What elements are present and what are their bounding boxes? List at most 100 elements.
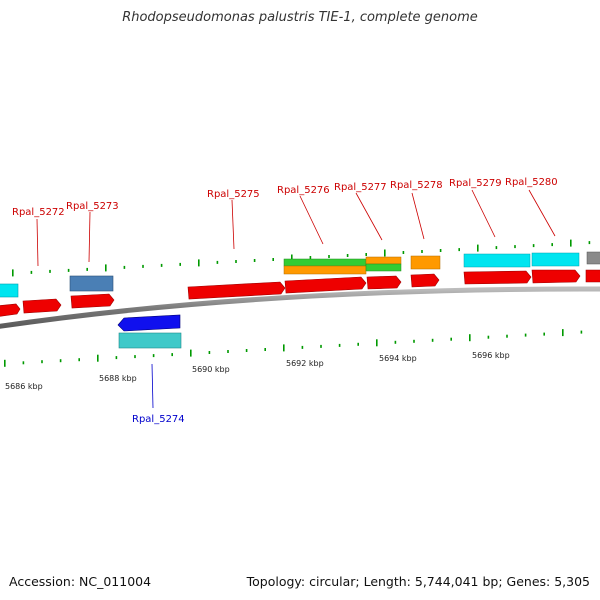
minor-tick <box>30 270 33 274</box>
gene-label-rpal-5274[interactable]: Rpal_5274 <box>132 414 185 425</box>
minor-tick <box>171 353 173 357</box>
orange-feature-5278[interactable] <box>410 255 441 270</box>
cds-arrow-rpal-5274[interactable] <box>117 314 181 332</box>
major-tick <box>97 354 99 362</box>
major-tick <box>12 269 14 277</box>
major-tick <box>477 244 479 252</box>
minor-tick <box>551 243 553 247</box>
major-tick <box>105 264 107 272</box>
cds-arrow-rpal-5279[interactable] <box>463 270 532 285</box>
major-tick <box>562 329 564 337</box>
minor-tick <box>506 334 508 338</box>
gene-labels: Rpal_5272 Rpal_5273 Rpal_5274 Rpal_5275 … <box>12 177 558 425</box>
minor-tick <box>86 267 88 271</box>
cds-arrow-rpal-5280[interactable] <box>531 269 581 284</box>
minor-tick <box>208 351 211 354</box>
gene-label-rpal-5279[interactable]: Rpal_5279 <box>449 178 502 189</box>
cds-arrow-rpal-5272[interactable] <box>22 298 62 314</box>
steel-feature-rpal-5273[interactable] <box>69 275 114 292</box>
label-leaders <box>36 189 556 409</box>
minor-tick <box>134 355 136 359</box>
major-tick <box>469 334 471 342</box>
minor-tick <box>67 268 70 272</box>
minor-tick <box>41 360 43 364</box>
major-tick <box>198 259 200 267</box>
minor-tick <box>49 269 51 273</box>
minor-tick <box>487 335 490 339</box>
minor-tick <box>413 339 415 343</box>
cds-arrow-5271[interactable] <box>0 303 21 317</box>
minor-tick <box>301 345 304 349</box>
minor-tick <box>160 263 163 267</box>
orange-feature-5277[interactable] <box>365 256 402 265</box>
minor-tick <box>450 337 452 341</box>
scale-label-5686: 5686 kbp <box>5 382 43 391</box>
minor-tick <box>309 256 312 259</box>
major-tick <box>4 359 6 367</box>
cds-arrow-rpal-5275[interactable] <box>187 281 286 300</box>
scale-label-5688: 5688 kbp <box>99 374 137 383</box>
cyan-feature-left[interactable] <box>0 283 19 298</box>
scale-label-5694: 5694 kbp <box>379 354 417 363</box>
grey-feature-right[interactable] <box>586 251 600 265</box>
major-tick <box>190 349 192 357</box>
minor-tick <box>514 245 516 249</box>
major-tick <box>570 239 572 247</box>
forward-strand-features <box>0 269 600 317</box>
accession-text: Accession: NC_011004 <box>9 574 152 589</box>
cds-arrow-5281[interactable] <box>585 269 600 283</box>
minor-tick <box>245 349 248 352</box>
minor-tick <box>458 248 460 252</box>
minor-tick <box>78 358 80 362</box>
teal-feature-rpal-5274[interactable] <box>118 332 182 349</box>
minor-tick <box>588 241 591 245</box>
minor-tick <box>543 332 545 336</box>
cds-arrow-rpal-5273[interactable] <box>70 293 115 309</box>
gene-label-rpal-5278[interactable]: Rpal_5278 <box>390 180 443 191</box>
cds-arrow-rpal-5278[interactable] <box>410 273 440 288</box>
scale-label-5692: 5692 kbp <box>286 359 324 368</box>
minor-tick <box>580 330 583 334</box>
major-tick <box>376 339 378 347</box>
outer-tick-row <box>12 239 591 277</box>
minor-tick <box>142 264 144 268</box>
green-feature-5277[interactable] <box>365 263 402 272</box>
gene-label-rpal-5277[interactable]: Rpal_5277 <box>334 182 387 193</box>
cds-arrow-rpal-5277[interactable] <box>366 275 402 290</box>
minor-tick <box>439 249 442 252</box>
orange-feature-5276[interactable] <box>283 265 367 275</box>
scale-label-5696: 5696 kbp <box>472 351 510 360</box>
cyan-feature-5280[interactable] <box>531 252 580 267</box>
green-feature-5276[interactable] <box>283 258 367 267</box>
minor-tick <box>227 350 229 353</box>
minor-tick <box>22 361 25 365</box>
minor-tick <box>338 343 341 347</box>
cyan-feature-5279[interactable] <box>463 253 531 268</box>
scale-labels: 5686 kbp 5688 kbp 5690 kbp 5692 kbp 5694… <box>5 351 510 391</box>
minor-tick <box>402 251 405 254</box>
minor-tick <box>421 250 423 253</box>
minor-tick <box>394 340 397 344</box>
map-title: Rhodopseudomonas palustris TIE-1, comple… <box>122 10 478 25</box>
minor-tick <box>272 258 274 261</box>
minor-tick <box>216 260 219 264</box>
gene-label-rpal-5276[interactable]: Rpal_5276 <box>277 185 330 196</box>
minor-tick <box>346 254 349 257</box>
gene-label-rpal-5275[interactable]: Rpal_5275 <box>207 189 260 200</box>
cds-arrow-rpal-5276[interactable] <box>284 276 367 294</box>
major-tick <box>291 254 293 262</box>
minor-tick <box>115 356 118 360</box>
minor-tick <box>532 244 535 248</box>
inner-tick-row <box>4 329 583 367</box>
minor-tick <box>328 255 330 258</box>
topology-text: Topology: circular; Length: 5,744,041 bp… <box>246 574 590 589</box>
gene-label-rpal-5273[interactable]: Rpal_5273 <box>66 201 119 212</box>
minor-tick <box>365 253 367 256</box>
minor-tick <box>59 359 62 363</box>
gene-label-rpal-5272[interactable]: Rpal_5272 <box>12 207 65 218</box>
reverse-strand-features <box>117 314 182 349</box>
minor-tick <box>524 333 527 337</box>
minor-tick <box>253 259 256 262</box>
gene-label-rpal-5280[interactable]: Rpal_5280 <box>505 177 558 188</box>
genome-backbone <box>0 286 600 329</box>
